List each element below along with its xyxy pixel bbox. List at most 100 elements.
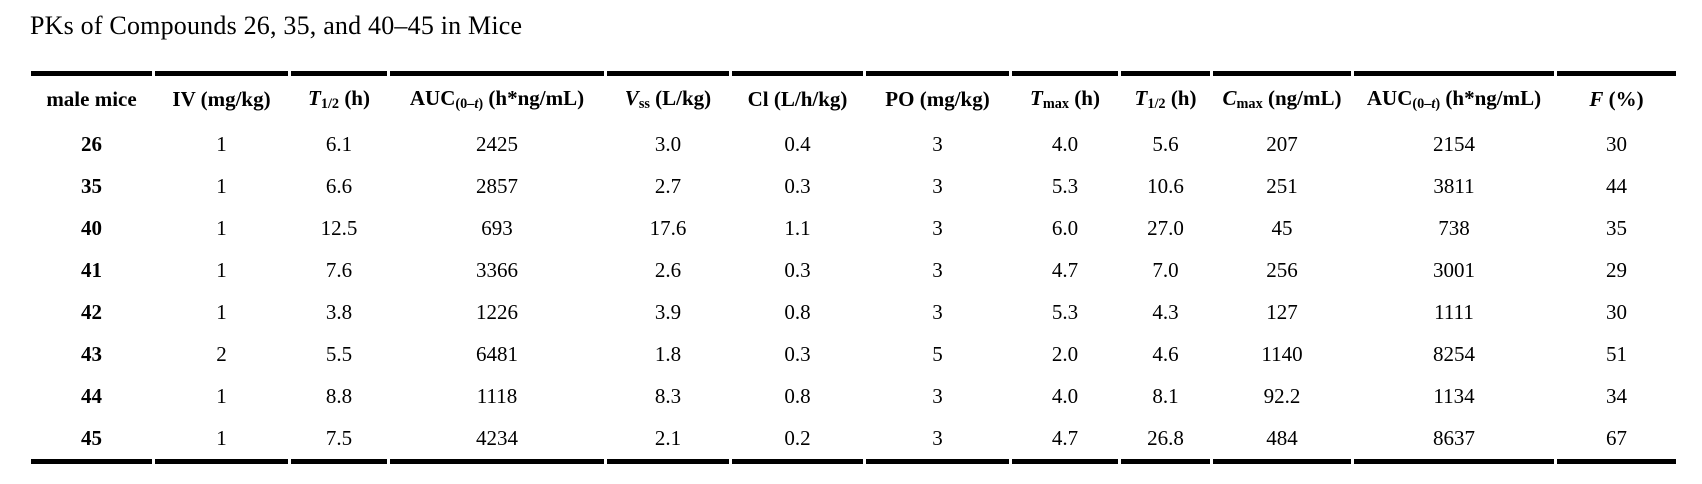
- table-row-compound-41: 41 1 7.6 3366 2.6 0.3 3 4.7 7.0 256 3001 29: [31, 249, 1676, 291]
- column-header-vss: Vss (L/kg): [607, 71, 729, 123]
- cell-iv-dose: 1: [216, 299, 227, 324]
- column-header-iv-auc: AUC(0–t) (h*ng/mL): [390, 71, 604, 123]
- cell-po-auc: 3001: [1433, 257, 1475, 282]
- cell-f-percent: 51: [1606, 341, 1627, 366]
- table-title: PKs of Compounds 26, 35, and 40–45 in Mi…: [30, 11, 523, 40]
- table-body: 26 1 6.1 2425 3.0 0.4 3 4.0 5.6 207 2154 30 35 1 6.6 28…: [31, 123, 1676, 464]
- header-text-segment: (L/kg): [649, 85, 712, 110]
- cell-tmax: 6.0: [1051, 215, 1079, 240]
- header-text-segment: 1/2: [320, 96, 340, 113]
- cell-iv-t-half: 8.8: [325, 383, 353, 408]
- cell-cl: 0.4: [784, 131, 811, 156]
- cell-iv-dose: 1: [216, 215, 227, 240]
- cell-cl: 0.3: [784, 257, 811, 282]
- cell-po-dose: 3: [932, 257, 943, 282]
- cell-iv-dose: 1: [155, 417, 288, 464]
- header-text-segment: (0–: [455, 96, 475, 113]
- table-row-compound-40: 40 1 12.5 693 17.6 1.1 3 6.0 27.0 45 738 35: [31, 207, 1676, 249]
- cell-po-t-half: 27.0: [1147, 215, 1184, 240]
- compound-id: 43: [81, 341, 102, 366]
- compound-id: 35: [81, 173, 102, 198]
- cell-cmax: 256: [1266, 257, 1298, 282]
- cell-po-dose: 3: [932, 299, 943, 324]
- header-text-segment: (h): [1069, 85, 1100, 110]
- cell-cmax: 484: [1213, 417, 1351, 464]
- header-text-segment: ss: [638, 96, 650, 113]
- cell-iv-t-half: 12.5: [320, 215, 358, 240]
- header-text-segment: T: [308, 85, 321, 110]
- cell-cmax: 251: [1266, 173, 1298, 198]
- cell-iv-t-half: 6.1: [325, 131, 353, 156]
- header-text-segment: 1/2: [1147, 96, 1166, 113]
- cell-tmax: 4.0: [1051, 131, 1079, 156]
- header-text-segment: (ng/mL): [1262, 85, 1342, 110]
- cell-po-dose: 5: [932, 341, 943, 366]
- cell-vss: 17.6: [649, 215, 687, 240]
- cell-iv-t-half: 6.6: [325, 173, 353, 198]
- column-header-f-percent: F (%): [1557, 71, 1676, 123]
- column-header-cl: Cl (L/h/kg): [732, 71, 863, 123]
- cell-cmax: 92.2: [1263, 383, 1301, 408]
- table-row-compound-44: 44 1 8.8 1118 8.3 0.8 3 4.0 8.1 92.2 1134 34: [31, 375, 1676, 417]
- cell-po-dose: 3: [932, 383, 943, 408]
- header-text-segment: t: [474, 96, 479, 113]
- cell-po-t-half: 5.6: [1152, 131, 1179, 156]
- cell-tmax: 5.3: [1051, 299, 1079, 324]
- cell-iv-auc: 1118: [476, 383, 518, 408]
- header-text-segment: AUC: [1366, 85, 1413, 110]
- column-header-po-dose: PO (mg/kg): [866, 71, 1009, 123]
- compound-id: 45: [31, 417, 152, 464]
- cell-iv-auc: 693: [481, 215, 513, 240]
- column-header-iv-t-half: T1/2 (h): [291, 71, 387, 123]
- compound-id: 26: [81, 131, 102, 156]
- cell-iv-auc: 3366: [476, 257, 518, 282]
- cell-vss: 3.9: [654, 299, 682, 324]
- cell-vss: 8.3: [654, 383, 682, 408]
- cell-iv-auc: 6481: [476, 341, 518, 366]
- cell-po-t-half: 8.1: [1152, 383, 1179, 408]
- header-text-segment: (0–: [1412, 96, 1432, 113]
- cell-iv-auc: 4234: [390, 417, 604, 464]
- table-row-compound-45: 45 1 7.5 4234 2.1 0.2 3 4.7 26.8 484 8637 67: [31, 417, 1676, 464]
- header-text-segment: (h*ng/mL): [483, 85, 585, 110]
- cell-po-dose: 3: [866, 417, 1009, 464]
- cell-po-t-half: 7.0: [1152, 257, 1179, 282]
- column-header-cmax: Cmax (ng/mL): [1213, 71, 1351, 123]
- cell-f-percent: 30: [1606, 131, 1627, 156]
- cell-iv-t-half: 5.5: [325, 341, 353, 366]
- cell-vss: 3.0: [654, 131, 682, 156]
- cell-po-dose: 3: [932, 173, 943, 198]
- column-header-male-mice: male mice: [31, 71, 152, 123]
- cell-iv-auc: 2425: [476, 131, 518, 156]
- cell-iv-dose: 1: [216, 173, 227, 198]
- cell-iv-dose: 1: [216, 131, 227, 156]
- column-header-tmax: Tmax (h): [1012, 71, 1118, 123]
- cell-po-auc: 3811: [1433, 173, 1475, 198]
- cell-iv-auc: 2857: [476, 173, 518, 198]
- header-text-segment: (%): [1603, 87, 1644, 111]
- cell-tmax: 4.7: [1051, 257, 1079, 282]
- cell-po-t-half: 4.6: [1152, 341, 1179, 366]
- table-header-row: male mice IV (mg/kg) T1/2 (h) AUC(0–t) (h*n…: [31, 71, 1676, 123]
- header-text-segment: t: [1431, 96, 1436, 113]
- header-text-segment: male mice: [46, 87, 137, 111]
- header-text-segment: ): [478, 96, 484, 113]
- cell-iv-dose: 1: [216, 257, 227, 282]
- cell-tmax: 5.3: [1051, 173, 1079, 198]
- cell-po-auc: 738: [1438, 215, 1470, 240]
- compound-id: 41: [81, 257, 102, 282]
- pk-table: male mice IV (mg/kg) T1/2 (h) AUC(0–t) (h*n…: [28, 71, 1679, 464]
- header-text-segment: (h): [1165, 85, 1197, 110]
- header-text-segment: max: [1042, 96, 1070, 113]
- cell-f-percent: 35: [1606, 215, 1627, 240]
- cell-tmax: 2.0: [1051, 341, 1079, 366]
- compound-id: 42: [81, 299, 102, 324]
- header-text-segment: V: [624, 85, 639, 110]
- compound-id: 40: [81, 215, 102, 240]
- cell-cl: 1.1: [784, 215, 811, 240]
- cell-iv-dose: 2: [216, 341, 227, 366]
- cell-cl: 0.3: [784, 341, 811, 366]
- cell-f-percent: 34: [1606, 383, 1627, 408]
- cell-cl: 0.8: [784, 383, 811, 408]
- header-text-segment: ): [1435, 96, 1441, 113]
